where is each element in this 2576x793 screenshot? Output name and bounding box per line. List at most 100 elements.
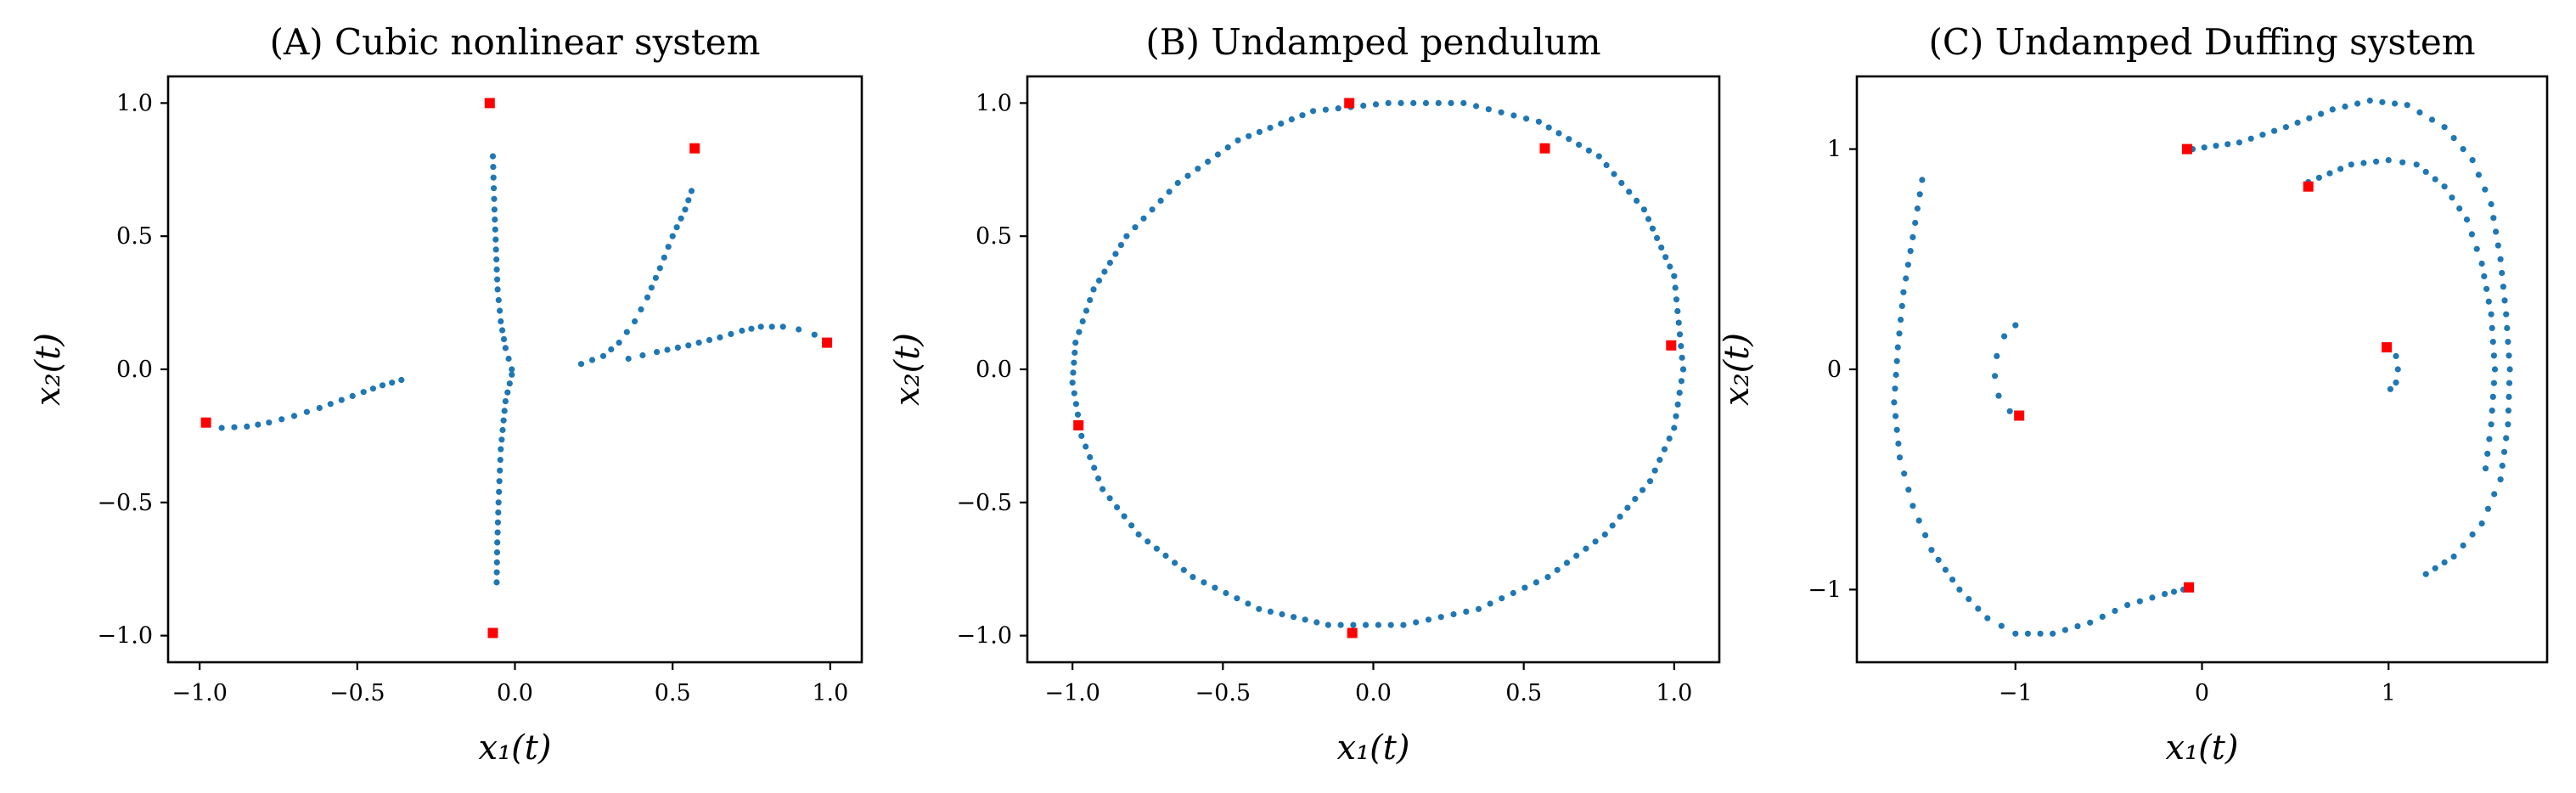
- trajectory-point: [1678, 378, 1685, 385]
- trajectory-point: [1624, 504, 1631, 511]
- trajectory-point: [1135, 531, 1142, 538]
- trajectory-point: [349, 392, 356, 399]
- initial-point: [2184, 582, 2195, 593]
- y-tick-label: −1.0: [956, 623, 1012, 650]
- x-tick-label: 1.0: [812, 680, 848, 706]
- trajectory-point: [1214, 151, 1221, 158]
- trajectory-point: [1140, 215, 1147, 222]
- trajectory-point: [1632, 496, 1639, 503]
- trajectory-point: [398, 376, 405, 384]
- trajectory-point: [625, 355, 632, 363]
- trajectory-point: [2037, 630, 2044, 637]
- trajectory-point: [648, 284, 655, 291]
- trajectory-point: [2456, 205, 2463, 212]
- trajectory-point: [661, 254, 667, 261]
- trajectory-point: [2483, 285, 2490, 292]
- trajectory-point: [1487, 600, 1493, 607]
- trajectory-point: [2490, 380, 2497, 386]
- chart-title: (C) Undamped Duffing system: [1928, 21, 2475, 63]
- trajectory-point: [379, 382, 386, 389]
- trajectory-point: [497, 467, 503, 474]
- trajectory-point: [706, 336, 713, 344]
- trajectory-point: [1671, 425, 1678, 431]
- trajectory-point: [682, 206, 689, 213]
- trajectory-point: [1157, 197, 1164, 204]
- trajectory-point: [1299, 112, 1306, 119]
- trajectory-point: [652, 274, 660, 281]
- trajectory-point: [608, 346, 615, 353]
- trajectory-point: [678, 215, 684, 222]
- subplot-c: (C) Undamped Duffing system −1 0 1 −1 0 1 x₁(t)…: [1718, 21, 2549, 768]
- trajectory-point: [748, 325, 755, 332]
- trajectory-point: [2493, 228, 2500, 235]
- trajectory-point: [1071, 349, 1078, 356]
- trajectory-point: [1651, 467, 1658, 474]
- trajectory-point: [1900, 289, 1907, 295]
- trajectory-point: [1078, 432, 1085, 439]
- trajectory-point: [1291, 614, 1297, 621]
- trajectory-point: [500, 335, 508, 343]
- trajectory-point: [1966, 596, 1972, 603]
- trajectory-point: [492, 246, 499, 253]
- trajectory-point: [1611, 171, 1617, 177]
- trajectory-point: [1907, 248, 1914, 255]
- trajectory-point: [1661, 446, 1668, 453]
- trajectory-point: [1672, 284, 1679, 291]
- trajectory-point: [1313, 619, 1320, 626]
- trajectory-point: [1563, 560, 1571, 566]
- trajectory-point: [1893, 357, 1900, 364]
- trajectory-point: [1896, 330, 1903, 337]
- trajectory-point: [1267, 124, 1274, 132]
- trajectory-point: [1984, 615, 1991, 621]
- trajectory-point: [1910, 503, 1916, 509]
- trajectory-point: [1325, 621, 1331, 628]
- trajectory-point: [1450, 610, 1457, 618]
- trajectory-point: [495, 509, 502, 516]
- trajectory-point: [498, 436, 505, 443]
- initial-point: [689, 143, 700, 154]
- trajectory-point: [739, 327, 745, 335]
- trajectory-point: [685, 342, 692, 349]
- trajectory-point: [1224, 144, 1231, 151]
- trajectory-point: [1372, 101, 1380, 108]
- subplot-b: (B) Undamped pendulum −1.0 −0.5 0.0 0.5 1.0 −1…: [888, 21, 1721, 768]
- trajectory-point: [2485, 298, 2492, 305]
- trajectory-point: [1671, 273, 1678, 279]
- trajectory-point: [2490, 215, 2497, 222]
- trajectory-point: [492, 226, 498, 233]
- trajectory-point: [2497, 476, 2504, 483]
- y-tick-label: 1.0: [976, 90, 1012, 116]
- trajectory-point: [1654, 234, 1661, 241]
- plot-frame: [1026, 75, 1721, 664]
- trajectory-point: [1928, 547, 1935, 554]
- trajectory-point: [2490, 352, 2497, 359]
- trajectory-point: [2505, 421, 2511, 428]
- trajectory-point: [504, 389, 511, 396]
- trajectory-point: [1640, 486, 1646, 493]
- trajectory-point: [2337, 166, 2344, 172]
- trajectory-point: [1583, 545, 1589, 552]
- trajectory-point: [1201, 579, 1207, 586]
- trajectory-point: [2393, 380, 2399, 386]
- trajectory-point: [2271, 127, 2278, 134]
- trajectory-point: [491, 206, 498, 213]
- trajectory-point: [654, 349, 661, 356]
- trajectory-point: [1475, 605, 1482, 612]
- trajectory-point: [1278, 121, 1285, 127]
- trajectory-point: [1437, 614, 1444, 621]
- trajectory-point: [494, 529, 501, 536]
- trajectory-point: [1994, 352, 2000, 359]
- trajectory-point: [2024, 630, 2031, 637]
- trajectory-point: [1555, 130, 1562, 137]
- trajectory-point: [1463, 608, 1470, 616]
- x-tick-label: −1.0: [1044, 680, 1100, 706]
- trajectory-point: [2441, 559, 2448, 566]
- trajectory-point: [1166, 188, 1173, 195]
- trajectory-point: [1544, 574, 1551, 581]
- trajectory-point: [509, 371, 515, 378]
- trajectory-point: [2326, 170, 2333, 177]
- trajectory-point: [1678, 343, 1685, 350]
- trajectory-point: [2481, 273, 2488, 279]
- trajectory-point: [1087, 296, 1094, 304]
